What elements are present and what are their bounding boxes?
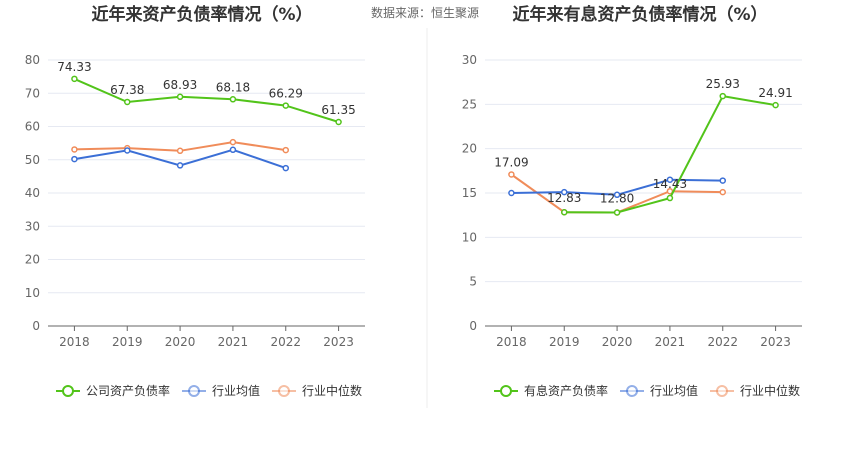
legend-label: 行业均值: [650, 383, 698, 398]
legend-label: 有息资产负债率: [524, 383, 608, 398]
y-tick-label: 40: [25, 186, 40, 200]
y-tick-label: 0: [32, 319, 40, 333]
data-point: [335, 118, 342, 126]
data-point: [719, 188, 726, 196]
y-tick-label: 15: [462, 186, 477, 200]
y-tick-label: 20: [462, 142, 477, 156]
data-label: 66.29: [269, 87, 303, 101]
data-label: 61.35: [321, 103, 355, 117]
left-chart: 0 10 20 30 40 50 60 70 80 2018 2019 2020 2021 2022 202…: [25, 53, 365, 398]
data-label: 25.93: [706, 77, 740, 91]
x-tick-label: 2023: [323, 335, 354, 349]
legend-label: 行业中位数: [302, 383, 362, 398]
data-point: [124, 98, 131, 106]
data-label: 14.43: [653, 177, 687, 191]
data-point: [282, 164, 289, 172]
data-point: [71, 155, 78, 163]
y-tick-label: 30: [25, 219, 40, 233]
y-tick-label: 70: [25, 86, 40, 100]
data-point: [229, 138, 237, 146]
series-line: [73, 77, 339, 123]
data-point: [229, 146, 237, 154]
y-tick-label: 30: [462, 53, 477, 67]
legend-label: 公司资产负债率: [86, 383, 170, 398]
y-tick-label: 5: [469, 275, 477, 289]
x-tick-label: 2021: [218, 335, 249, 349]
y-tick-label: 0: [469, 319, 477, 333]
data-point: [71, 146, 78, 153]
y-tick-label: 25: [462, 97, 477, 111]
legend-marker: [626, 385, 638, 397]
y-tick-label: 10: [25, 286, 40, 300]
data-point: [508, 189, 515, 197]
data-label: 12.80: [600, 192, 634, 206]
legend-marker: [188, 385, 200, 397]
data-label: 24.91: [758, 86, 792, 100]
legend-item: 行业中位数: [272, 383, 362, 398]
data-point: [282, 146, 289, 154]
left-chart-title: 近年来资产负债率情况（%）: [91, 4, 312, 25]
data-point: [719, 177, 726, 184]
data-point: [666, 194, 674, 202]
legend-marker: [278, 385, 290, 397]
right-chart: 0 5 10 15 20 25 30 2018 2019 2020 2021 2022 2023 12.8…: [462, 53, 802, 398]
x-tick-label: 2018: [59, 335, 90, 349]
data-point: [176, 93, 184, 101]
data-point: [229, 96, 237, 103]
legend-item: 有息资产负债率: [494, 383, 608, 398]
legend-item: 行业中位数: [710, 383, 800, 398]
data-point: [176, 147, 184, 155]
data-label: 68.18: [216, 80, 250, 94]
x-tick-label: 2022: [270, 335, 301, 349]
x-tick-label: 2022: [707, 335, 738, 349]
x-tick-label: 2019: [112, 335, 143, 349]
x-tick-label: 2019: [549, 335, 580, 349]
legend-item: 行业均值: [620, 383, 698, 398]
x-tick-label: 2020: [165, 335, 196, 349]
y-tick-label: 60: [25, 120, 40, 134]
data-point: [613, 209, 621, 216]
data-point: [613, 191, 621, 199]
data-label: 17.09: [494, 155, 528, 169]
legend-marker: [500, 385, 512, 397]
data-point: [561, 188, 568, 196]
x-tick-label: 2021: [655, 335, 686, 349]
y-tick-label: 50: [25, 153, 40, 167]
data-point: [561, 208, 568, 216]
data-label: 74.33: [57, 60, 91, 74]
legend-item: 公司资产负债率: [56, 383, 170, 398]
legend-label: 行业均值: [212, 383, 260, 398]
y-tick-label: 10: [462, 230, 477, 244]
legend-item: 行业均值: [182, 383, 260, 398]
legend-marker: [716, 385, 728, 397]
y-tick-label: 80: [25, 53, 40, 67]
data-point: [71, 75, 78, 83]
legend-label: 行业中位数: [740, 383, 800, 398]
data-label: 68.93: [163, 78, 197, 92]
x-tick-label: 2020: [602, 335, 633, 349]
data-point: [772, 101, 779, 109]
data-point: [508, 171, 515, 178]
y-tick-label: 20: [25, 253, 40, 267]
right-chart-title: 近年来有息资产负债率情况（%）: [512, 4, 767, 25]
legend-marker: [62, 385, 74, 397]
data-label: 12.83: [547, 191, 581, 205]
x-tick-label: 2023: [760, 335, 791, 349]
data-point: [124, 147, 131, 154]
x-tick-label: 2018: [496, 335, 527, 349]
data-point: [719, 92, 726, 100]
data-point: [176, 162, 184, 169]
data-point: [282, 102, 289, 109]
data-label: 67.38: [110, 83, 144, 97]
data-source-label: 数据来源：恒生聚源: [371, 5, 479, 20]
data-point: [666, 176, 674, 183]
